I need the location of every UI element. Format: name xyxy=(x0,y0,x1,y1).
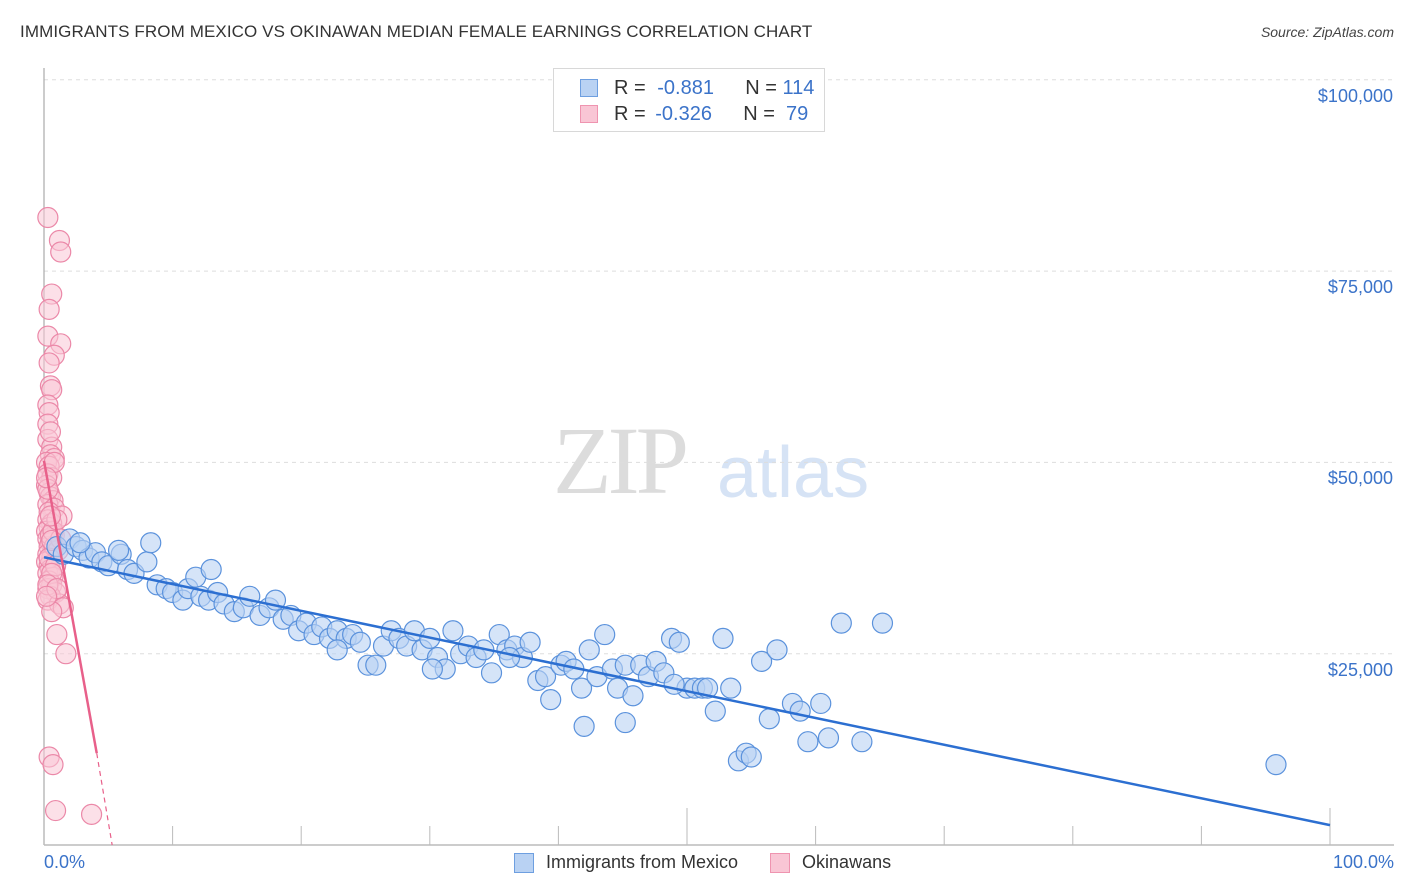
data-point xyxy=(38,298,60,320)
mexico-points xyxy=(46,528,1287,776)
data-point xyxy=(704,700,726,722)
data-point xyxy=(851,731,873,753)
data-point xyxy=(38,352,60,374)
r-value: -0.881 xyxy=(657,76,714,99)
okinawans-swatch-icon xyxy=(580,105,598,123)
data-point xyxy=(663,673,685,695)
data-point xyxy=(140,532,162,554)
data-point xyxy=(107,539,130,561)
data-point xyxy=(200,558,222,581)
y-tick-75000: $75,000 xyxy=(1327,277,1393,297)
data-point xyxy=(1265,754,1287,776)
x-min-label: 0.0% xyxy=(44,852,86,872)
y-tick-100000: $100,000 xyxy=(1317,86,1393,106)
chart-title: IMMIGRANTS FROM MEXICO VS OKINAWAN MEDIA… xyxy=(20,22,813,41)
r-label: R = xyxy=(614,76,646,99)
mexico-trend-line xyxy=(43,556,1331,827)
n-value: 79 xyxy=(780,102,809,125)
x-max-label: 100.0% xyxy=(1332,852,1394,872)
okinawans-points xyxy=(35,206,103,825)
mexico-legend-swatch-icon xyxy=(514,852,534,873)
legend-item-okinawans[interactable]: Okinawans xyxy=(770,852,891,873)
series-legend: Immigrants from Mexico Okinawans xyxy=(514,852,923,873)
data-point xyxy=(594,623,616,646)
data-point xyxy=(570,677,593,699)
data-point xyxy=(39,421,62,443)
data-point xyxy=(871,612,894,634)
data-point xyxy=(614,711,636,734)
data-point xyxy=(42,754,64,776)
data-point xyxy=(50,241,72,263)
okinawans-legend-swatch-icon xyxy=(770,852,791,873)
data-point xyxy=(69,532,91,554)
data-point xyxy=(740,746,762,768)
data-point xyxy=(35,585,58,607)
data-point xyxy=(668,631,690,653)
data-point xyxy=(797,731,819,753)
data-point xyxy=(498,646,521,669)
data-point xyxy=(758,708,780,730)
okinawans-trend-extension xyxy=(96,753,113,846)
data-point xyxy=(365,654,387,676)
data-point xyxy=(136,551,158,573)
legend-item-mexico[interactable]: Immigrants from Mexico xyxy=(514,852,738,873)
data-point xyxy=(817,727,840,749)
data-point xyxy=(766,639,788,661)
y-tick-25000: $25,000 xyxy=(1327,660,1393,680)
data-point xyxy=(720,677,742,699)
data-point xyxy=(830,612,852,634)
data-point xyxy=(44,799,67,822)
data-point xyxy=(326,639,348,661)
okinawans-trend-line xyxy=(42,460,98,754)
data-point xyxy=(349,631,371,653)
data-point xyxy=(750,650,773,672)
mexico-swatch-icon xyxy=(580,79,598,97)
data-point xyxy=(442,620,464,642)
data-point xyxy=(480,662,503,684)
data-point xyxy=(519,631,541,653)
data-point xyxy=(55,643,77,665)
correlation-legend: R = -0.881 N = 114 R = -0.326 N = 79 xyxy=(553,68,825,132)
data-point xyxy=(622,685,644,707)
r-value: -0.326 xyxy=(655,102,712,125)
watermark-atlas: atlas xyxy=(717,433,870,513)
trend-lines xyxy=(42,460,1331,846)
data-point xyxy=(712,627,734,649)
y-tick-50000: $50,000 xyxy=(1327,468,1393,488)
n-value: 114 xyxy=(782,76,815,99)
data-point xyxy=(789,700,811,722)
legend-row-mexico: R = -0.881 N = 114 xyxy=(580,76,814,100)
n-label: N = xyxy=(745,76,777,99)
source-label: Source: ZipAtlas.com xyxy=(1260,24,1394,40)
data-point xyxy=(421,658,443,680)
r-label: R = xyxy=(614,102,646,125)
data-point xyxy=(39,505,62,527)
data-point xyxy=(37,206,59,229)
data-point xyxy=(534,666,557,688)
watermark-zip: ZIP xyxy=(553,407,689,514)
n-label: N = xyxy=(743,102,775,125)
data-point xyxy=(239,585,261,607)
data-point xyxy=(578,639,600,661)
legend-label-okinawans: Okinawans xyxy=(802,852,892,872)
legend-label-mexico: Immigrants from Mexico xyxy=(546,852,739,872)
data-point xyxy=(46,623,68,646)
data-point xyxy=(810,692,832,715)
gridlines xyxy=(44,79,1394,655)
data-point xyxy=(573,715,595,737)
data-point xyxy=(696,677,719,699)
legend-row-okinawans: R = -0.326 N = 79 xyxy=(580,102,808,126)
axes xyxy=(43,68,1394,846)
data-point xyxy=(80,803,103,825)
data-point xyxy=(540,689,562,711)
